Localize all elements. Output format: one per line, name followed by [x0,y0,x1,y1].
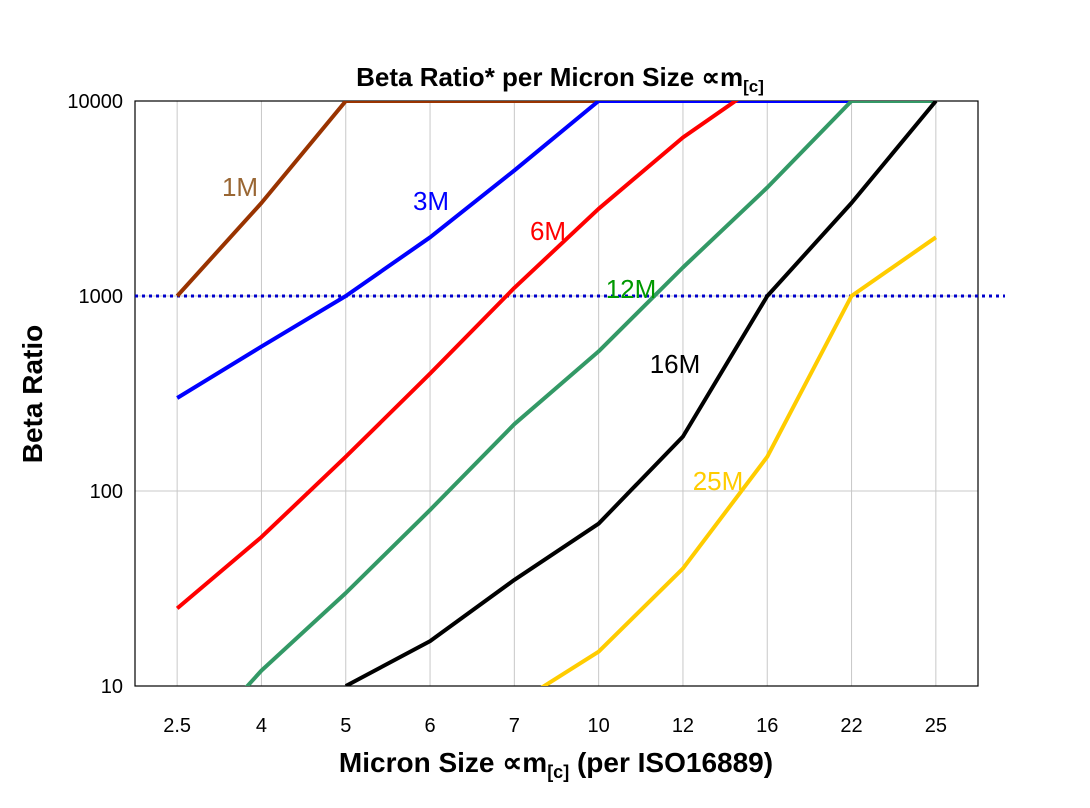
x-tick-label: 16 [756,715,778,737]
series-label-16M: 16M [650,349,701,379]
x-tick-label: 25 [925,715,947,737]
series-line-16M [344,101,938,686]
series-label-6M: 6M [530,216,566,246]
y-tick-label: 1000 [79,286,124,308]
x-tick-label: 12 [672,715,694,737]
series-label-12M: 12M [606,274,657,304]
series-label-3M: 3M [413,186,449,216]
x-tick-label: 22 [840,715,862,737]
x-tick-label: 10 [588,715,610,737]
x-tick-label: 6 [424,715,435,737]
series-label-25M: 25M [693,466,744,496]
x-tick-label: 2.5 [163,715,191,737]
y-tick-label: 100 [90,481,123,503]
series-line-25M [540,235,938,686]
series-lines [175,101,938,686]
series-line-3M [176,101,936,400]
series-labels: 1M 3M 6M 12M 16M 25M [222,172,743,496]
series-line-12M [244,101,936,686]
x-tick-labels: 2.5 4 5 6 7 10 12 16 22 25 [163,715,947,737]
series-label-1M: 1M [222,172,258,202]
gridlines [135,100,978,687]
series-line-6M [175,101,739,610]
x-axis-label: Micron Size ∝m[c] (per ISO16889) [339,747,773,782]
x-tick-label: 4 [256,715,267,737]
y-tick-label: 10 [101,676,123,698]
chart-title: Beta Ratio* per Micron Size ∝m[c] [356,62,764,96]
y-axis-label: Beta Ratio [17,325,48,463]
y-tick-label: 10000 [67,91,123,113]
x-tick-label: 5 [340,715,351,737]
x-tick-label: 7 [509,715,520,737]
y-tick-labels: 10 100 1000 10000 [67,91,123,698]
series-line-1M [175,101,599,298]
